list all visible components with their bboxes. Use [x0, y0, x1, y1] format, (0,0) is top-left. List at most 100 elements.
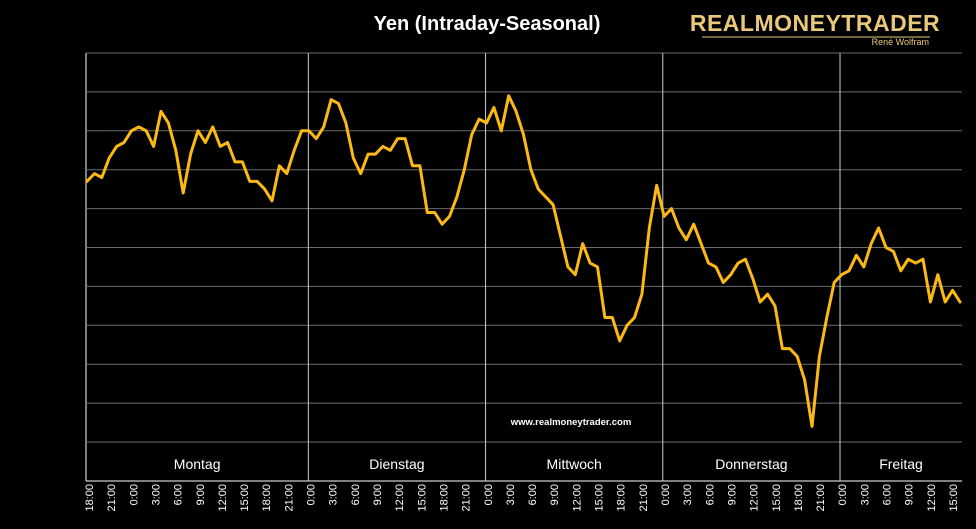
chart-title: Yen (Intraday-Seasonal): [374, 13, 601, 35]
series-point: [722, 281, 725, 284]
series-point: [951, 289, 954, 292]
series-point: [744, 258, 747, 261]
series-point: [85, 180, 89, 183]
series-point: [870, 242, 873, 245]
series-point: [759, 300, 762, 304]
x-tick-label: 3:00: [859, 484, 871, 505]
x-tick-label: 21:00: [461, 484, 473, 512]
series-point: [662, 215, 666, 218]
series-point: [803, 378, 806, 381]
x-tick-label: 12:00: [749, 484, 761, 512]
series-point: [396, 137, 399, 140]
series-point: [307, 129, 311, 132]
series-point: [840, 273, 843, 276]
x-tick-label: 15:00: [416, 484, 428, 512]
series-point: [233, 160, 237, 164]
series-point: [692, 223, 695, 226]
series-point: [241, 160, 244, 164]
x-tick-label: 18:00: [261, 484, 273, 512]
series-point: [514, 110, 518, 113]
series-point: [189, 152, 192, 156]
series-point: [551, 203, 555, 206]
series-point: [907, 258, 910, 261]
x-tick-label: 12:00: [217, 484, 229, 512]
brand-author: René Wolfram: [872, 37, 929, 47]
x-tick-label: 0:00: [483, 484, 495, 505]
series-point: [929, 300, 932, 304]
series-point: [248, 180, 251, 183]
series-point: [574, 273, 577, 276]
series-point: [389, 149, 392, 152]
x-tick-label: 6:00: [173, 484, 185, 505]
x-tick-label: 9:00: [549, 484, 561, 505]
series-point: [796, 355, 799, 358]
series-point: [226, 141, 229, 144]
series-point: [167, 121, 170, 125]
series-point: [766, 293, 769, 296]
series-point: [137, 125, 140, 129]
series-point: [655, 184, 658, 187]
x-tick-label: 21:00: [106, 484, 118, 512]
series-point: [426, 211, 429, 214]
series-point: [810, 425, 814, 428]
x-tick-label: 9:00: [372, 484, 384, 505]
series-point: [145, 129, 148, 132]
series-point: [500, 129, 503, 132]
series-point: [300, 129, 303, 132]
series-point: [670, 207, 673, 210]
series-point: [263, 187, 266, 191]
series-point: [374, 152, 377, 156]
series-point: [648, 226, 651, 230]
x-tick-label: 3:00: [505, 484, 517, 505]
series-point: [256, 180, 259, 183]
series-point: [603, 316, 607, 319]
day-label: Mittwoch: [547, 456, 602, 472]
series-point: [108, 156, 111, 160]
gridlines: [85, 52, 962, 482]
series-point: [122, 141, 126, 144]
series-point: [359, 172, 362, 175]
series-point: [477, 117, 481, 121]
x-tick-label: 18:00: [438, 484, 450, 512]
x-tick-label: 9:00: [195, 484, 207, 505]
series-point: [707, 261, 710, 265]
x-tick-label: 12:00: [394, 484, 406, 512]
series-point: [219, 145, 222, 148]
x-tick-label: 15:00: [771, 484, 783, 512]
watermark-url: www.realmoneytrader.com: [510, 417, 632, 428]
x-tick-label: 12:00: [571, 484, 583, 512]
series-point: [914, 261, 917, 265]
series-point: [537, 187, 540, 191]
series-point: [470, 133, 473, 136]
series-point: [455, 195, 459, 199]
series-point: [714, 265, 718, 269]
series-point: [492, 106, 496, 109]
x-tick-label: 6:00: [882, 484, 894, 505]
series-point: [381, 145, 385, 148]
series-point: [625, 324, 629, 327]
series-point: [285, 172, 288, 175]
series-point: [729, 273, 732, 276]
series-point: [463, 168, 466, 171]
series-point: [293, 149, 296, 152]
series-point: [100, 176, 104, 179]
series-point: [685, 238, 688, 241]
series-point: [507, 94, 510, 98]
brand-logo-text: REALMONEYTRADER: [690, 10, 940, 36]
x-tick-label: 21:00: [638, 484, 650, 512]
x-tick-label: 9:00: [904, 484, 916, 505]
day-label: Montag: [174, 456, 221, 472]
series-point: [611, 316, 614, 319]
x-tick-label: 21:00: [815, 484, 827, 512]
x-tick-label: 0:00: [306, 484, 318, 505]
series-point: [788, 347, 791, 350]
series-point: [337, 102, 340, 105]
series-point: [958, 300, 962, 304]
x-tick-label: 9:00: [726, 484, 738, 505]
series-point: [352, 156, 355, 160]
series-point: [559, 234, 562, 237]
x-tick-label: 15:00: [948, 484, 960, 512]
x-tick-label: 15:00: [239, 484, 251, 512]
series-point: [640, 293, 644, 296]
